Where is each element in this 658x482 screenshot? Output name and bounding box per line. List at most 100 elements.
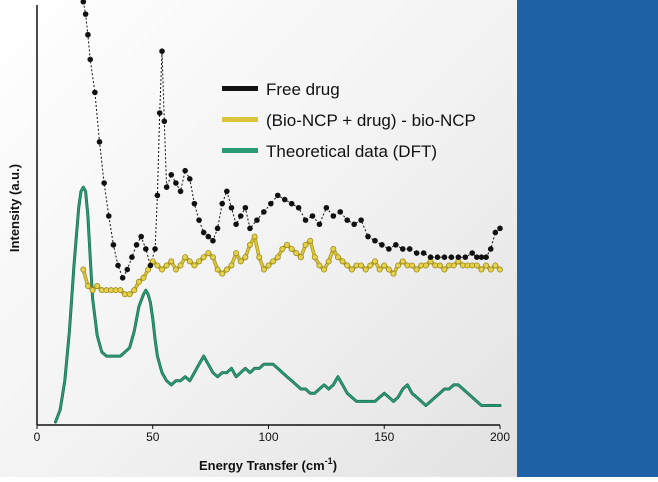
legend-label-dft: Theoretical data (DFT) bbox=[266, 142, 437, 161]
free-drug-point bbox=[237, 213, 244, 219]
series-line-free-drug bbox=[82, 1, 501, 279]
free-drug-point bbox=[393, 242, 399, 248]
x-axis-label: Energy Transfer (cm-1) bbox=[199, 456, 337, 473]
free-drug-point bbox=[492, 229, 499, 236]
free-drug-point bbox=[469, 250, 476, 256]
free-drug-point bbox=[156, 110, 163, 116]
bio-ncp-point bbox=[358, 262, 365, 269]
free-drug-point bbox=[379, 242, 385, 248]
bio-ncp-point bbox=[260, 266, 267, 273]
x-axis-label-main: Energy Transfer (cm bbox=[199, 458, 325, 473]
free-drug-point bbox=[434, 254, 441, 260]
free-drug-point bbox=[163, 184, 170, 190]
bio-ncp-point bbox=[348, 266, 355, 273]
free-drug-point bbox=[295, 204, 302, 211]
bio-ncp-point bbox=[89, 287, 96, 294]
free-drug-point bbox=[80, 0, 87, 5]
legend-label-bio-ncp: (Bio-NCP + drug) - bio-NCP bbox=[266, 111, 476, 130]
free-drug-point bbox=[161, 118, 168, 125]
legend-swatch-dft bbox=[222, 148, 258, 153]
free-drug-point bbox=[323, 204, 330, 211]
free-drug-point bbox=[330, 213, 337, 219]
bio-ncp-point bbox=[270, 258, 277, 265]
free-drug-point bbox=[302, 217, 309, 223]
free-drug-point bbox=[85, 31, 91, 38]
free-drug-point bbox=[247, 225, 253, 232]
free-drug-point bbox=[119, 275, 126, 281]
free-drug-point bbox=[205, 233, 212, 240]
free-drug-point bbox=[168, 172, 175, 178]
legend-swatch-free-drug bbox=[222, 86, 258, 91]
free-drug-point bbox=[186, 176, 193, 182]
series-line-dft-highlight bbox=[54, 186, 500, 423]
free-drug-point bbox=[173, 180, 179, 186]
free-drug-point bbox=[154, 192, 161, 199]
free-drug-point bbox=[159, 48, 165, 54]
free-drug-point bbox=[182, 167, 188, 174]
bio-ncp-point bbox=[307, 237, 314, 244]
bio-ncp-point bbox=[284, 241, 291, 248]
free-drug-point bbox=[316, 221, 323, 228]
bio-ncp-point bbox=[330, 245, 337, 252]
bio-ncp-point bbox=[196, 258, 203, 265]
free-drug-point bbox=[177, 188, 184, 195]
free-drug-point bbox=[210, 237, 216, 244]
free-drug-point bbox=[462, 254, 469, 260]
bio-ncp-point bbox=[154, 262, 161, 269]
free-drug-point bbox=[358, 217, 364, 223]
bio-ncp-point bbox=[159, 266, 166, 273]
free-drug-point bbox=[344, 217, 351, 223]
free-drug-point bbox=[191, 200, 198, 207]
bio-ncp-point bbox=[436, 262, 443, 269]
bio-ncp-point bbox=[450, 262, 457, 269]
bio-ncp-point bbox=[177, 262, 184, 269]
free-drug-point bbox=[399, 246, 406, 252]
bio-ncp-point bbox=[274, 254, 281, 261]
bio-ncp-point bbox=[293, 250, 300, 257]
free-drug-point bbox=[147, 262, 154, 269]
bio-ncp-point bbox=[205, 250, 212, 257]
bio-ncp-point bbox=[237, 258, 244, 265]
x-tick-label: 100 bbox=[258, 430, 278, 444]
free-drug-point bbox=[268, 200, 274, 207]
bio-ncp-point bbox=[288, 245, 295, 252]
free-drug-point bbox=[143, 246, 149, 252]
free-drug-point bbox=[309, 213, 316, 219]
bio-ncp-point bbox=[117, 287, 124, 294]
bio-ncp-point bbox=[223, 266, 230, 273]
bio-ncp-point bbox=[279, 245, 286, 252]
chart: 0 50 100 150 200 Free drug (Bio-NCP + drug) … bbox=[7, 0, 510, 473]
free-drug-point bbox=[281, 196, 288, 203]
free-drug-point bbox=[448, 254, 455, 260]
free-drug-point bbox=[200, 229, 207, 236]
free-drug-point bbox=[196, 217, 202, 223]
bio-ncp-point bbox=[297, 254, 304, 261]
bio-ncp-point bbox=[219, 270, 226, 277]
bio-ncp-point bbox=[265, 262, 272, 269]
free-drug-point bbox=[110, 242, 117, 248]
free-drug-point bbox=[124, 266, 131, 273]
bio-ncp-point bbox=[339, 258, 346, 265]
bio-ncp-point bbox=[321, 266, 328, 273]
bio-ncp-point bbox=[473, 262, 480, 269]
bio-ncp-point bbox=[168, 258, 175, 265]
free-drug-point bbox=[101, 180, 107, 186]
chart-panel: 0 50 100 150 200 Free drug (Bio-NCP + drug) … bbox=[0, 0, 517, 477]
bio-ncp-point bbox=[140, 274, 147, 281]
bio-ncp-point bbox=[487, 266, 494, 273]
free-drug-point bbox=[478, 254, 485, 260]
bio-ncp-point bbox=[399, 258, 406, 265]
free-drug-point bbox=[115, 262, 121, 269]
bio-ncp-point bbox=[478, 266, 485, 273]
bio-ncp-point bbox=[422, 262, 429, 269]
free-drug-point bbox=[152, 246, 158, 252]
bio-ncp-point bbox=[233, 250, 240, 257]
x-tick-label: 150 bbox=[374, 430, 394, 444]
free-drug-point bbox=[214, 225, 221, 232]
bio-ncp-point bbox=[496, 266, 503, 273]
free-drug-point bbox=[138, 233, 144, 240]
free-drug-point bbox=[497, 225, 503, 232]
bio-ncp-point bbox=[163, 262, 170, 269]
free-drug-point bbox=[87, 56, 94, 63]
free-drug-point bbox=[274, 192, 281, 199]
